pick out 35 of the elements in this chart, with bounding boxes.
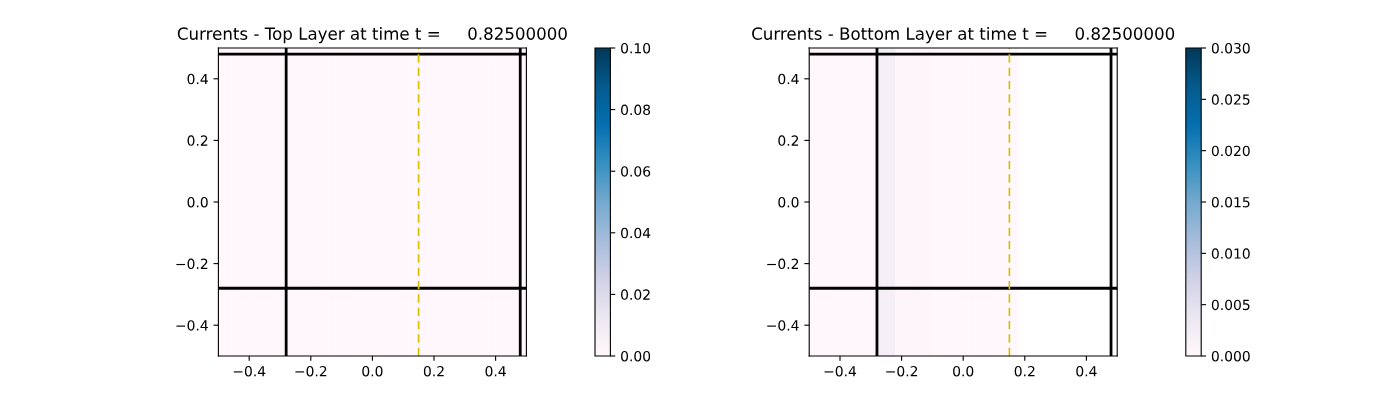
x-tick-label: 0.2 (1014, 365, 1035, 377)
chart-title: Currents - Bottom Layer at time t = 0.82500000 (752, 27, 1175, 44)
color-bar-label: 0.015 (1211, 196, 1250, 208)
color-bar-label: 0.005 (1211, 299, 1250, 311)
y-tick-label: 0.0 (187, 196, 208, 208)
color-bar-label: 0.010 (1211, 248, 1250, 259)
color-bar-label: 0.00 (621, 350, 651, 362)
color-bar-label: 0.02 (621, 289, 650, 300)
y-tick-label: 0.2 (187, 135, 208, 146)
color-bar-label: 0.030 (1211, 42, 1250, 54)
x-tick-label: 0.4 (1076, 365, 1097, 377)
y-tick-label: 0.4 (778, 73, 799, 85)
color-bar-label: 0.025 (1211, 94, 1250, 105)
x-tick-label: −0.2 (886, 365, 918, 377)
color-bar-label: 0.08 (621, 104, 651, 116)
color-bar-label: 0.04 (621, 227, 651, 239)
y-tick-label: −0.4 (767, 320, 799, 331)
y-tick-label: 0.0 (778, 196, 799, 208)
x-tick-label: 0.4 (485, 365, 506, 377)
y-tick-label: 0.2 (778, 135, 799, 146)
x-tick-label: −0.4 (233, 365, 266, 377)
color-bar-label: 0.06 (621, 166, 651, 177)
x-tick-label: 0.2 (423, 365, 444, 377)
x-tick-label: −0.4 (824, 365, 857, 377)
color-bar-label: 0.000 (1211, 350, 1250, 362)
y-tick-label: 0.4 (187, 73, 208, 85)
y-tick-label: −0.2 (176, 258, 208, 270)
y-tick-label: −0.4 (176, 320, 208, 331)
color-bar-label: 0.10 (621, 42, 651, 54)
color-bar-label: 0.020 (1211, 145, 1250, 157)
chart-title: Currents - Top Layer at time t = 0.82500000 (177, 27, 567, 44)
y-tick-label: −0.2 (767, 258, 799, 270)
x-tick-label: −0.2 (295, 365, 327, 377)
x-tick-label: 0.0 (953, 365, 974, 377)
x-tick-label: 0.0 (362, 365, 383, 377)
